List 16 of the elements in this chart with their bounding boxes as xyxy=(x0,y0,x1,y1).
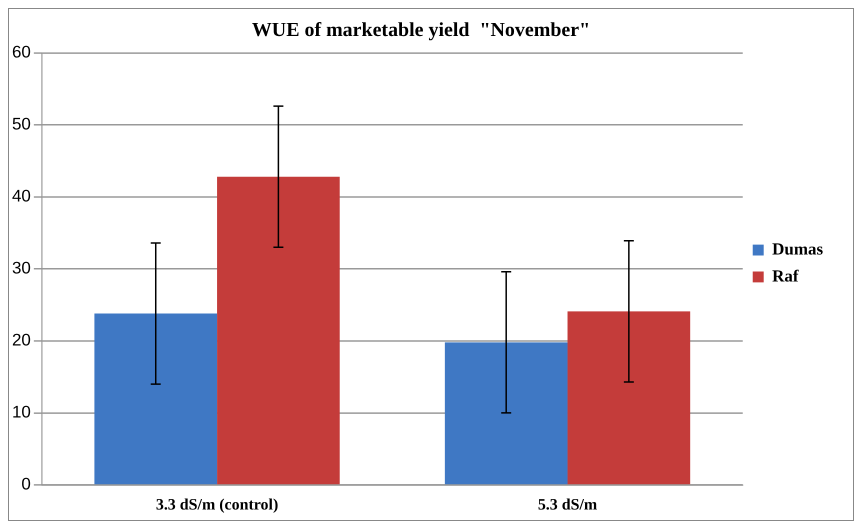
y-tick-label: 10 xyxy=(12,402,31,422)
y-tick-label: 30 xyxy=(12,258,31,278)
y-tick-label: 50 xyxy=(12,114,31,134)
bar xyxy=(444,342,568,484)
y-tick-label: 60 xyxy=(12,42,31,62)
chart-title: WUE of marketable yield "November" xyxy=(252,19,590,42)
y-tick-label: 0 xyxy=(21,474,31,494)
legend-label: Dumas xyxy=(772,239,824,258)
x-tick-label: 3.3 dS/m (control) xyxy=(156,496,278,514)
y-tick-label: 20 xyxy=(12,330,31,350)
x-tick-label: 5.3 dS/m xyxy=(538,496,598,514)
y-tick-label: 40 xyxy=(12,186,31,206)
bar xyxy=(568,311,690,484)
bar xyxy=(217,176,340,484)
bar xyxy=(94,314,218,484)
legend-label: Raf xyxy=(772,266,799,286)
